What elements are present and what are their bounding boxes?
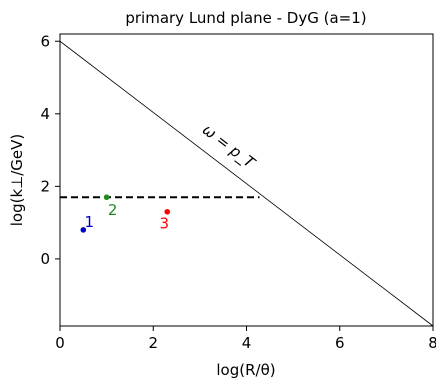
x-tick-label: 4: [242, 334, 252, 352]
y-axis-label: log(k⊥/GeV): [8, 134, 26, 227]
x-tick-label: 0: [55, 334, 65, 352]
data-point-3: [164, 208, 171, 215]
x-tick-label: 8: [428, 334, 436, 352]
data-point-label-3: 3: [159, 215, 169, 233]
data-point-1: [80, 227, 87, 233]
y-tick-label: 6: [40, 32, 50, 50]
data-point-label-2: 2: [108, 201, 118, 219]
omega-pt-line-label: ω = p_T: [198, 120, 259, 173]
x-tick-label: 6: [335, 334, 345, 352]
x-tick-label: 2: [148, 334, 158, 352]
y-tick-label: 4: [40, 105, 50, 123]
y-tick-label: 2: [40, 177, 50, 195]
chart-title: primary Lund plane - DyG (a=1): [125, 9, 366, 27]
y-tick-label: 0: [40, 250, 50, 268]
omega-pt-line: [59, 40, 434, 327]
data-point-label-1: 1: [85, 213, 95, 231]
x-axis-label: log(R/θ): [216, 361, 275, 379]
data-point-2: [103, 194, 110, 201]
plot-frame: [59, 33, 434, 327]
